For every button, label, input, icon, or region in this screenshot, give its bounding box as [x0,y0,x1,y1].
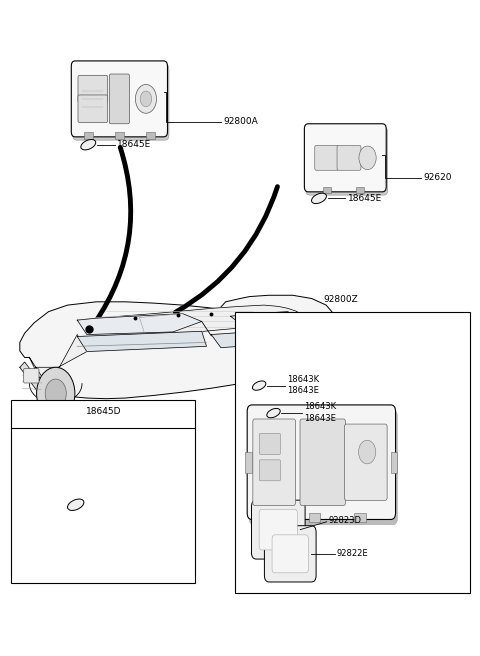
Text: 92823D: 92823D [328,516,361,525]
FancyBboxPatch shape [109,74,130,124]
FancyBboxPatch shape [73,64,169,140]
Polygon shape [230,312,298,331]
Text: 92822E: 92822E [336,549,368,558]
FancyBboxPatch shape [259,460,280,481]
Text: 18645E: 18645E [117,140,151,149]
FancyBboxPatch shape [259,434,280,455]
FancyBboxPatch shape [300,419,346,505]
Text: 18645D: 18645D [85,407,121,417]
Bar [145,132,155,140]
Ellipse shape [81,140,96,150]
Circle shape [359,146,376,170]
Text: 18643K: 18643K [304,402,336,411]
Polygon shape [77,305,298,335]
FancyBboxPatch shape [264,525,316,582]
Bar [267,513,278,522]
FancyBboxPatch shape [252,500,305,559]
FancyBboxPatch shape [253,419,296,505]
Ellipse shape [68,499,84,510]
Bar [391,452,397,473]
Bar [245,452,252,473]
Text: 92800A: 92800A [224,117,258,127]
Circle shape [135,85,156,113]
Polygon shape [20,362,44,394]
Bar [355,513,366,522]
Text: 18643K: 18643K [287,375,319,384]
FancyBboxPatch shape [306,127,388,195]
Polygon shape [77,331,206,352]
Text: 18645E: 18645E [348,194,382,203]
FancyBboxPatch shape [247,405,396,520]
Bar [115,132,124,140]
FancyBboxPatch shape [345,424,387,501]
Ellipse shape [312,194,326,203]
FancyBboxPatch shape [259,509,298,550]
Bar [323,186,331,193]
Circle shape [36,367,75,420]
FancyBboxPatch shape [337,146,361,171]
Bar [84,132,93,140]
Polygon shape [211,329,298,348]
Circle shape [359,440,376,464]
Bar [11,400,195,583]
FancyBboxPatch shape [24,369,39,383]
Circle shape [140,91,152,107]
FancyBboxPatch shape [72,61,168,137]
FancyBboxPatch shape [304,124,386,192]
Text: 18643E: 18643E [304,414,336,423]
Circle shape [259,359,298,412]
Circle shape [268,371,289,400]
Circle shape [45,379,66,408]
FancyBboxPatch shape [78,95,108,123]
Ellipse shape [267,409,280,418]
FancyBboxPatch shape [272,535,309,573]
Text: 18643E: 18643E [287,386,319,396]
FancyBboxPatch shape [304,341,316,350]
Bar [235,312,470,593]
Text: 92620: 92620 [423,173,452,182]
Polygon shape [29,335,87,387]
Ellipse shape [252,381,266,390]
Polygon shape [20,295,340,399]
FancyBboxPatch shape [78,75,108,103]
FancyBboxPatch shape [315,146,339,171]
FancyBboxPatch shape [249,410,397,525]
Polygon shape [77,314,202,335]
Bar [309,513,320,522]
Text: 92800Z: 92800Z [324,295,358,304]
Bar [356,186,364,193]
